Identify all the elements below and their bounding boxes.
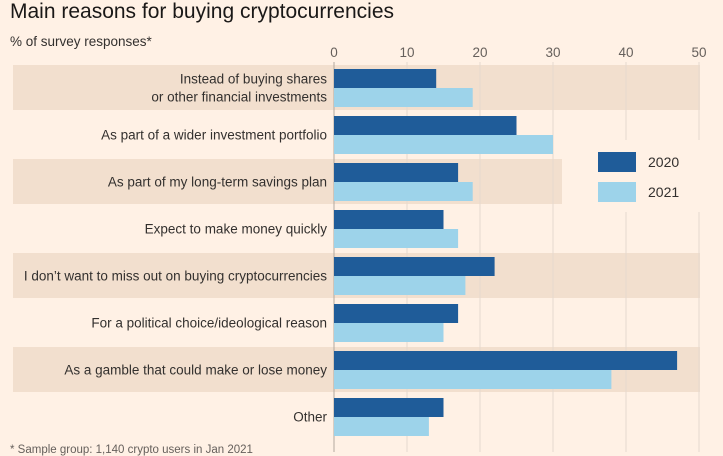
bar-2021 <box>334 323 444 342</box>
x-tick-label: 40 <box>618 45 633 60</box>
bar-2020 <box>334 257 495 276</box>
x-tick-label: 0 <box>330 45 338 60</box>
bar-2021 <box>334 417 429 436</box>
category-label: Expect to make money quickly <box>145 222 328 237</box>
category-label: For a political choice/ideological reaso… <box>91 316 327 331</box>
category-label: I don’t want to miss out on buying crypt… <box>24 269 327 284</box>
bar-2020 <box>334 69 437 88</box>
category-label: As part of my long-term savings plan <box>108 175 327 190</box>
x-tick-label: 50 <box>691 45 706 60</box>
bar-2021 <box>334 229 459 248</box>
bar-2021 <box>334 182 473 201</box>
bar-2021 <box>334 370 612 389</box>
bar-2021 <box>334 88 473 107</box>
legend-label-2021: 2021 <box>648 184 679 200</box>
category-label: Instead of buying shares or other financi… <box>151 72 327 105</box>
chart-footnote: * Sample group: 1,140 crypto users in Ja… <box>10 444 253 456</box>
bar-2020 <box>334 304 459 323</box>
bar-2021 <box>334 135 553 154</box>
bar-2021 <box>334 276 466 295</box>
bar-2020 <box>334 351 678 370</box>
x-tick-label: 30 <box>545 45 560 60</box>
category-label: As a gamble that could make or lose mone… <box>64 363 327 378</box>
chart-subtitle: % of survey responses* <box>10 34 152 49</box>
bar-2020 <box>334 163 459 182</box>
bar-2020 <box>334 210 444 229</box>
legend-swatch-2021 <box>598 182 636 202</box>
category-label: Other <box>293 410 327 425</box>
bar-2020 <box>334 398 444 417</box>
bar-2020 <box>334 116 517 135</box>
chart-title: Main reasons for buying cryptocurrencies <box>10 0 395 23</box>
legend-label-2020: 2020 <box>648 154 679 170</box>
category-label: As part of a wider investment portfolio <box>101 128 327 143</box>
legend-swatch-2020 <box>598 152 636 172</box>
x-tick-label: 20 <box>472 45 487 60</box>
x-tick-label: 10 <box>399 45 414 60</box>
